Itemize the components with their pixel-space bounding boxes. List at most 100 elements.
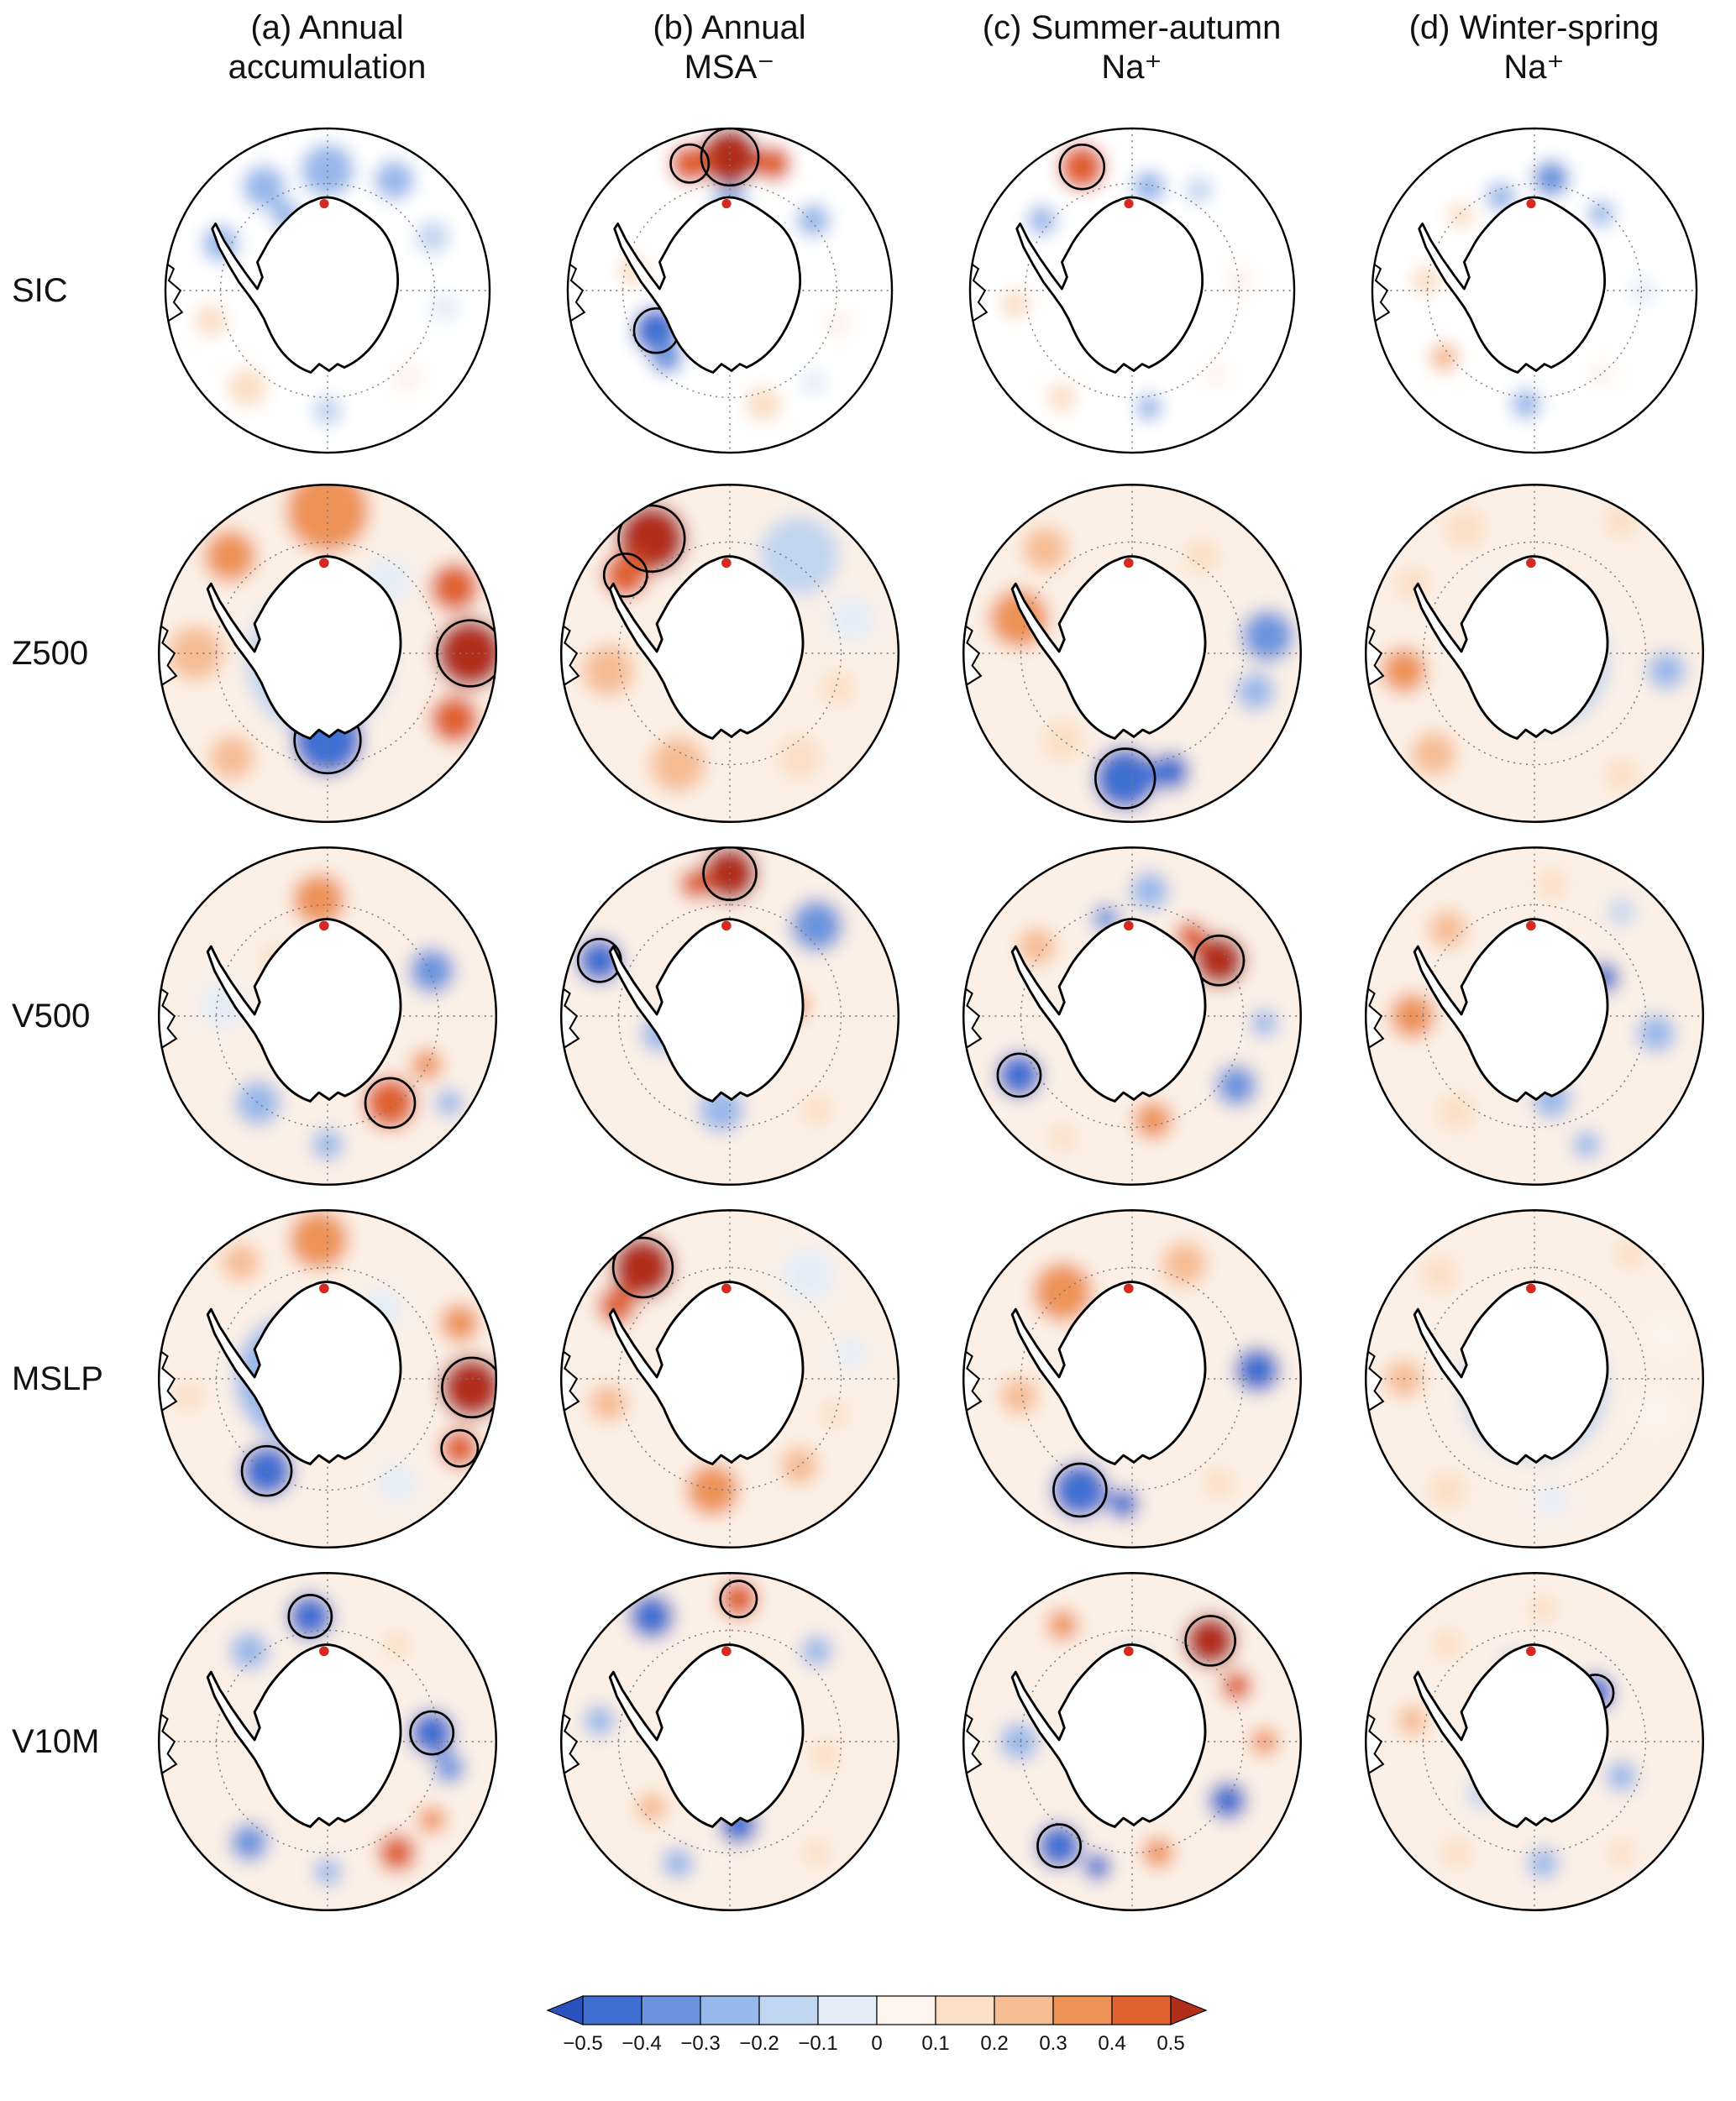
significance-contours (718, 1580, 758, 1619)
column-header-c: (c) Summer-autumn Na⁺ (931, 0, 1333, 109)
map-panel-z500-a (126, 472, 528, 835)
map-panel-v10m-d (1333, 1560, 1735, 1923)
colorbar-segment (700, 1995, 760, 2025)
ice-core-site-marker (1123, 558, 1134, 568)
map-svg-v500-c (962, 846, 1302, 1187)
colorbar-under-arrow (546, 1995, 584, 2025)
map-svg-v10m-d (1364, 1571, 1704, 1912)
row-label-v10m: V10M (12, 1722, 100, 1760)
column-header-c-line1: (c) Summer-autumn (982, 9, 1282, 46)
map-boundary-circle (559, 846, 899, 1187)
ice-core-site-marker (721, 1646, 732, 1657)
map-boundary-circle (566, 127, 893, 454)
map-panel-v10m-b (528, 1560, 931, 1923)
map-svg-mslp-d (1364, 1208, 1704, 1549)
column-header-b-line1: (b) Annual (653, 9, 806, 46)
map-boundary-circle (962, 1571, 1302, 1912)
colorbar-segment (758, 1995, 819, 2025)
correlation-field (962, 1210, 1301, 1548)
map-svg-v500-b (559, 846, 899, 1187)
significance-contours (1094, 747, 1156, 809)
significance-contours (286, 1594, 454, 1756)
map-svg-sic-b (566, 127, 893, 454)
colorbar-tick-label: 0.2 (980, 2032, 1008, 2055)
significance-contours (1036, 1615, 1236, 1869)
row-label-z500: Z500 (12, 634, 89, 672)
column-header-d-line1: (d) Winter-spring (1408, 9, 1660, 46)
ice-core-site-marker (1123, 920, 1134, 931)
map-panel-z500-b (528, 472, 931, 835)
colorbar-tick-label: 0.5 (1156, 2032, 1184, 2055)
ice-core-site-marker (318, 1283, 329, 1294)
map-boundary-circle (559, 1571, 899, 1912)
ice-core-site-marker (1525, 558, 1536, 568)
map-svg-v500-a (157, 846, 497, 1187)
significance-contours (240, 1356, 496, 1497)
significance-contours (602, 504, 686, 598)
column-header-d-line2: Na⁺ (1503, 49, 1565, 86)
colorbar-segment (935, 1995, 995, 2025)
map-panel-v10m-c (931, 1560, 1333, 1923)
map-boundary-circle (157, 1208, 497, 1549)
map-boundary-circle (157, 483, 497, 824)
colorbar-segment (1111, 1995, 1172, 2025)
map-svg-z500-b (559, 483, 899, 824)
map-boundary-circle (1364, 1208, 1704, 1549)
column-header-b-line2: MSA⁻ (684, 49, 775, 86)
colorbar-tick-label: −0.4 (621, 2032, 661, 2055)
map-boundary-circle (1364, 846, 1704, 1187)
row-label-mslp: MSLP (12, 1360, 103, 1397)
map-panel-sic-b (528, 109, 931, 472)
map-boundary-circle (962, 846, 1302, 1187)
colorbar-tick-label: 0.1 (921, 2032, 949, 2055)
map-svg-v10m-c (962, 1571, 1302, 1912)
significance-contours (364, 1077, 416, 1129)
map-svg-mslp-c (962, 1208, 1302, 1549)
colorbar: −0.5 −0.4 −0.3 −0.2 −0.1 0 0.1 0.2 0.3 0.4 0.5 (0, 1923, 1735, 2099)
row-label-v500: V500 (12, 997, 91, 1035)
column-header-a: (a) Annual accumulation (126, 0, 528, 109)
map-panel-z500-d (1333, 472, 1735, 835)
colorbar-over-arrow (1170, 1995, 1208, 2025)
colorbar-segment (1052, 1995, 1113, 2025)
map-boundary-circle (559, 483, 899, 824)
colorbar-tick-label: −0.1 (798, 2032, 837, 2055)
colorbar-tick-label: −0.3 (680, 2032, 720, 2055)
colorbar-tick-label: 0.4 (1098, 2032, 1125, 2055)
map-panel-mslp-b (528, 1197, 931, 1560)
map-boundary-circle (559, 1208, 899, 1549)
colorbar-segment (641, 1995, 701, 2025)
column-header-a-line2: accumulation (228, 49, 427, 86)
ice-core-site-marker (1525, 198, 1536, 209)
colorbar-tick-label: −0.2 (739, 2032, 779, 2055)
column-header-b: (b) Annual MSA⁻ (528, 0, 931, 109)
colorbar-segment (817, 1995, 878, 2025)
ice-core-site-marker (721, 558, 732, 568)
map-svg-sic-c (968, 127, 1295, 454)
ice-core-site-marker (318, 558, 329, 568)
map-svg-z500-c (962, 483, 1302, 824)
map-panel-sic-d (1333, 109, 1735, 472)
ice-core-site-marker (1123, 198, 1134, 209)
colorbar-segment (994, 1995, 1054, 2025)
map-svg-v10m-b (559, 1571, 899, 1912)
ice-core-site-marker (721, 920, 732, 931)
ice-core-site-marker (318, 1646, 329, 1657)
map-panel-mslp-d (1333, 1197, 1735, 1560)
corner-spacer (0, 0, 126, 109)
map-boundary-circle (1364, 1571, 1704, 1912)
map-svg-sic-d (1371, 127, 1697, 454)
map-panel-v10m-a (126, 1560, 528, 1923)
map-svg-mslp-b (559, 1208, 899, 1549)
map-panel-v500-a (126, 835, 528, 1197)
map-boundary-circle (164, 127, 490, 454)
colorbar-segment (582, 1995, 642, 2025)
map-panel-v500-d (1333, 835, 1735, 1197)
correlation-field (165, 128, 490, 453)
map-boundary-circle (962, 483, 1302, 824)
significance-contours (1058, 143, 1105, 191)
map-boundary-circle (1371, 127, 1697, 454)
map-svg-mslp-a (157, 1208, 497, 1549)
